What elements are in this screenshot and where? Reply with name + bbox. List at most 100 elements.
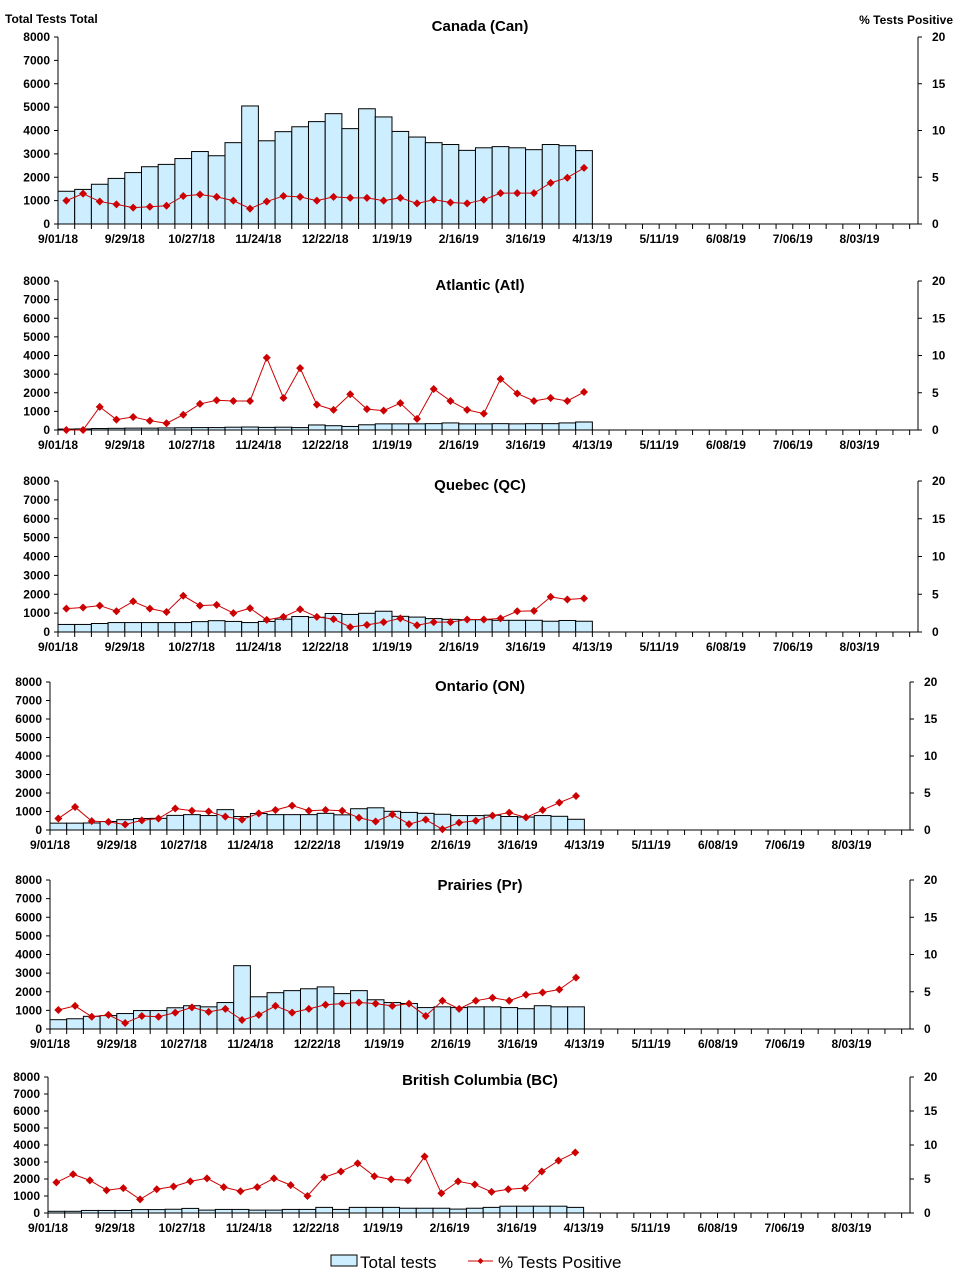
positive-rate-marker bbox=[312, 400, 321, 409]
positive-rate-marker bbox=[379, 406, 388, 415]
positive-rate-marker bbox=[121, 1019, 130, 1028]
positive-rate-marker bbox=[546, 393, 555, 402]
positive-rate-marker bbox=[396, 193, 405, 202]
positive-rate-marker bbox=[362, 620, 371, 629]
bar bbox=[558, 619, 577, 633]
bar bbox=[57, 623, 76, 633]
y2-tick-label: 15 bbox=[924, 910, 938, 924]
y-tick-label: 5000 bbox=[23, 100, 50, 114]
x-tick-label: 4/13/19 bbox=[564, 838, 604, 852]
positive-rate-marker bbox=[271, 806, 280, 815]
positive-rate-marker bbox=[162, 607, 171, 616]
positive-rate-marker bbox=[262, 353, 271, 362]
positive-rate-marker bbox=[246, 396, 255, 405]
positive-rate-marker bbox=[71, 803, 80, 812]
positive-rate-marker bbox=[221, 812, 230, 821]
y-tick-label: 3000 bbox=[23, 367, 50, 381]
x-tick-label: 4/13/19 bbox=[564, 1037, 604, 1051]
positive-rate-marker bbox=[312, 196, 321, 205]
positive-rate-marker bbox=[212, 192, 221, 201]
bar bbox=[324, 113, 343, 225]
positive-rate-marker bbox=[388, 810, 397, 819]
x-tick-label: 2/16/19 bbox=[430, 1221, 470, 1235]
positive-rate-marker bbox=[119, 1184, 128, 1193]
bar bbox=[124, 622, 142, 633]
positive-rate-marker bbox=[129, 597, 138, 606]
x-tick-label: 8/03/19 bbox=[840, 640, 880, 654]
positive-rate-marker bbox=[169, 1182, 178, 1191]
bar bbox=[365, 1206, 384, 1214]
x-tick-label: 9/29/18 bbox=[105, 438, 145, 452]
bar bbox=[257, 140, 276, 225]
positive-rate-marker bbox=[338, 806, 347, 815]
positive-rate-marker bbox=[219, 1183, 228, 1192]
positive-rate-marker bbox=[429, 385, 438, 394]
y2-tick-label: 15 bbox=[932, 311, 946, 325]
bar bbox=[348, 1206, 367, 1214]
x-tick-label: 5/11/19 bbox=[639, 640, 679, 654]
x-tick-label: 6/08/19 bbox=[706, 438, 746, 452]
positive-rate-marker bbox=[437, 1189, 446, 1198]
positive-rate-marker bbox=[137, 1011, 146, 1020]
y2-tick-label: 5 bbox=[932, 386, 939, 400]
panel-title: Quebec (QC) bbox=[434, 477, 526, 494]
bar bbox=[174, 158, 193, 225]
bar bbox=[74, 623, 92, 633]
x-tick-label: 9/29/18 bbox=[97, 1037, 137, 1051]
positive-rate-marker bbox=[71, 1001, 80, 1010]
positive-rate-marker bbox=[203, 1174, 212, 1183]
positive-rate-marker bbox=[321, 806, 330, 815]
positive-rate-marker bbox=[379, 196, 388, 205]
positive-rate-marker bbox=[195, 601, 204, 610]
y-tick-label: 6000 bbox=[13, 1104, 40, 1118]
positive-rate-line bbox=[66, 356, 585, 431]
positive-rate-marker bbox=[254, 1010, 263, 1019]
x-tick-label: 6/08/19 bbox=[697, 1221, 737, 1235]
positive-rate-marker bbox=[112, 607, 121, 616]
y-tick-label: 2000 bbox=[13, 1172, 40, 1186]
positive-rate-marker bbox=[254, 809, 263, 818]
positive-rate-marker bbox=[455, 1004, 464, 1013]
positive-rate-marker bbox=[353, 1159, 362, 1168]
positive-rate-marker bbox=[446, 198, 455, 207]
bar bbox=[374, 423, 393, 431]
positive-rate-marker bbox=[95, 601, 104, 610]
bar bbox=[333, 993, 352, 1030]
y-tick-label: 8000 bbox=[23, 474, 50, 488]
bar bbox=[500, 1007, 519, 1030]
x-tick-label: 9/01/18 bbox=[30, 838, 70, 852]
positive-rate-marker bbox=[563, 595, 572, 604]
positive-rate-marker bbox=[195, 399, 204, 408]
x-tick-label: 4/13/19 bbox=[572, 640, 612, 654]
positive-rate-marker bbox=[286, 1181, 295, 1190]
positive-rate-marker bbox=[429, 618, 438, 627]
x-tick-label: 5/11/19 bbox=[639, 438, 679, 452]
x-tick-label: 12/22/18 bbox=[294, 838, 341, 852]
bar bbox=[241, 622, 259, 633]
x-tick-label: 7/06/19 bbox=[773, 438, 813, 452]
y-tick-label: 6000 bbox=[23, 311, 50, 325]
positive-rate-marker bbox=[137, 816, 146, 825]
y-tick-label: 1000 bbox=[23, 606, 50, 620]
positive-rate-marker bbox=[396, 399, 405, 408]
positive-rate-marker bbox=[87, 1012, 96, 1021]
positive-rate-marker bbox=[454, 1177, 463, 1186]
positive-rate-marker bbox=[488, 993, 497, 1002]
bar bbox=[382, 1206, 400, 1214]
y2-tick-label: 5 bbox=[932, 170, 939, 184]
x-tick-label: 3/16/19 bbox=[497, 1221, 537, 1235]
y2-tick-label: 0 bbox=[932, 217, 939, 231]
y-tick-label: 3000 bbox=[23, 568, 50, 582]
positive-rate-marker bbox=[221, 1004, 230, 1013]
x-tick-label: 10/27/18 bbox=[168, 438, 215, 452]
bar bbox=[66, 1018, 84, 1030]
positive-rate-marker bbox=[554, 1156, 563, 1165]
bar bbox=[415, 1207, 434, 1214]
y-tick-label: 2000 bbox=[15, 985, 42, 999]
bar bbox=[575, 150, 593, 225]
panel-title: Ontario (ON) bbox=[435, 678, 525, 695]
legend-bar-label: Total tests bbox=[360, 1253, 437, 1272]
positive-rate-marker bbox=[563, 173, 572, 182]
positive-rate-marker bbox=[521, 813, 530, 822]
